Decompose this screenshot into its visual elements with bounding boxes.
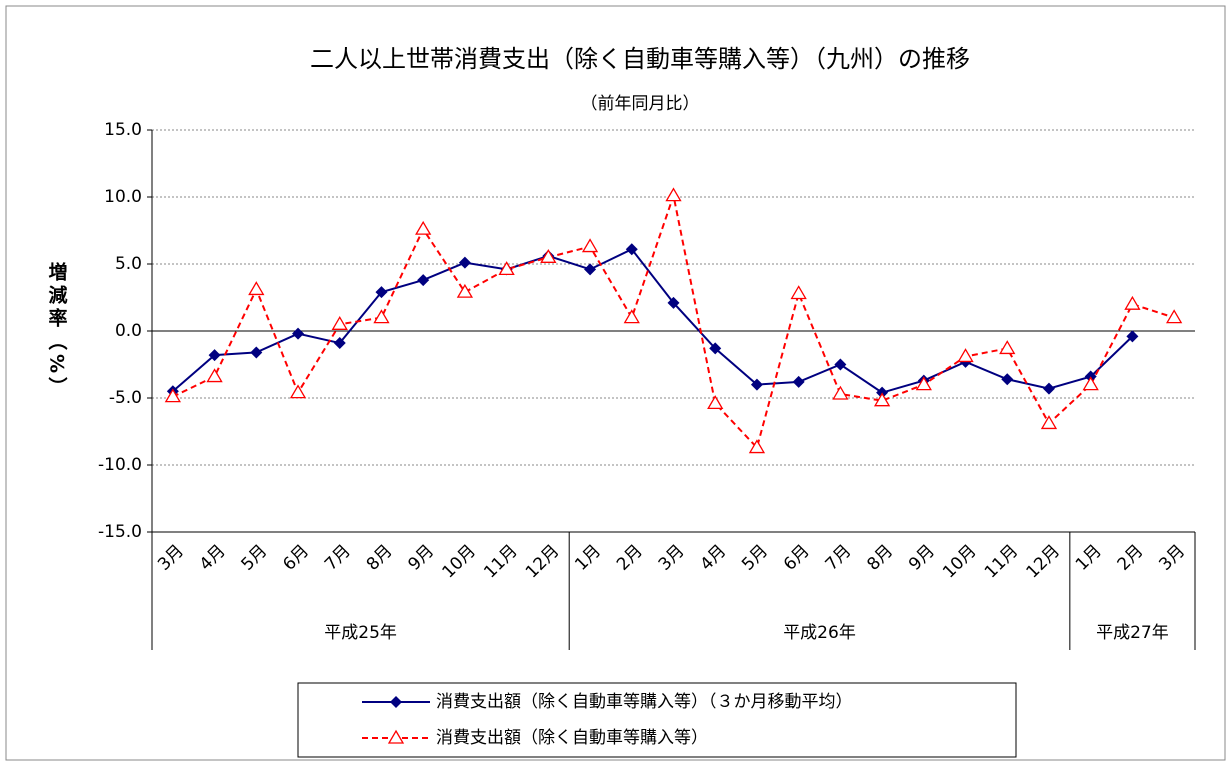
marker-triangle	[1040, 415, 1058, 430]
marker-diamond	[208, 349, 221, 362]
marker-triangle	[957, 348, 974, 363]
marker-triangle	[623, 309, 640, 324]
group-label: 平成27年	[1096, 623, 1169, 643]
marker-diamond	[667, 296, 680, 309]
marker-triangle	[999, 340, 1016, 355]
marker-triangle	[748, 439, 766, 454]
marker-triangle	[665, 187, 682, 202]
marker-triangle	[581, 238, 599, 253]
y-tick-label: 5.0	[115, 254, 142, 274]
legend-label: 消費支出額（除く自動車等購入等）（３か月移動平均）	[436, 692, 853, 712]
marker-diamond	[292, 327, 305, 340]
marker-triangle	[206, 368, 223, 383]
marker-triangle	[456, 283, 474, 298]
marker-triangle	[873, 392, 891, 407]
y-tick-label: -10.0	[98, 455, 142, 475]
marker-diamond	[709, 342, 722, 355]
chart-title: 二人以上世帯消費支出（除く自動車等購入等）（九州）の推移	[310, 45, 970, 73]
group-label: 平成26年	[783, 623, 856, 643]
y-tick-label: -5.0	[109, 388, 142, 408]
marker-diamond	[417, 274, 430, 287]
marker-diamond	[1126, 330, 1139, 343]
marker-triangle	[331, 316, 348, 330]
legend-label: 消費支出額（除く自動車等購入等）	[436, 728, 708, 748]
legend: 消費支出額（除く自動車等購入等）（３か月移動平均） 消費支出額（除く自動車等購入等…	[297, 682, 1017, 758]
chart-border	[5, 5, 1226, 761]
marker-diamond	[250, 346, 263, 359]
marker-triangle	[1082, 376, 1099, 391]
marker-diamond	[333, 337, 346, 350]
marker-diamond	[375, 286, 388, 299]
y-tick-label: 10.0	[104, 187, 142, 207]
marker-triangle	[387, 729, 405, 744]
y-tick-label: 0.0	[115, 321, 142, 341]
marker-triangle	[248, 281, 265, 296]
y-axis-label: 増減率（%）	[46, 261, 68, 400]
marker-triangle	[164, 388, 181, 403]
marker-triangle	[498, 261, 515, 276]
marker-diamond	[458, 256, 471, 269]
marker-triangle	[915, 376, 932, 391]
y-tick-label: -15.0	[98, 522, 142, 542]
marker-triangle	[790, 285, 807, 300]
marker-diamond	[584, 263, 597, 276]
marker-diamond	[834, 358, 847, 371]
chart-subtitle: （前年同月比）	[581, 94, 700, 114]
marker-triangle	[415, 220, 432, 235]
y-tick-label: 15.0	[104, 120, 142, 140]
legend-box	[297, 682, 1017, 758]
marker-diamond	[390, 696, 402, 708]
marker-triangle	[1166, 309, 1183, 324]
marker-triangle	[1124, 295, 1141, 310]
marker-triangle	[289, 384, 307, 399]
marker-diamond	[792, 375, 805, 388]
marker-triangle	[373, 309, 390, 324]
marker-triangle	[707, 395, 724, 410]
marker-triangle	[540, 249, 557, 263]
marker-diamond	[750, 378, 763, 391]
marker-diamond	[1042, 382, 1055, 395]
marker-diamond	[625, 243, 638, 256]
series-line	[172, 248, 1134, 394]
group-label: 平成25年	[324, 623, 397, 643]
marker-diamond	[1001, 373, 1014, 386]
marker-triangle	[832, 385, 849, 400]
